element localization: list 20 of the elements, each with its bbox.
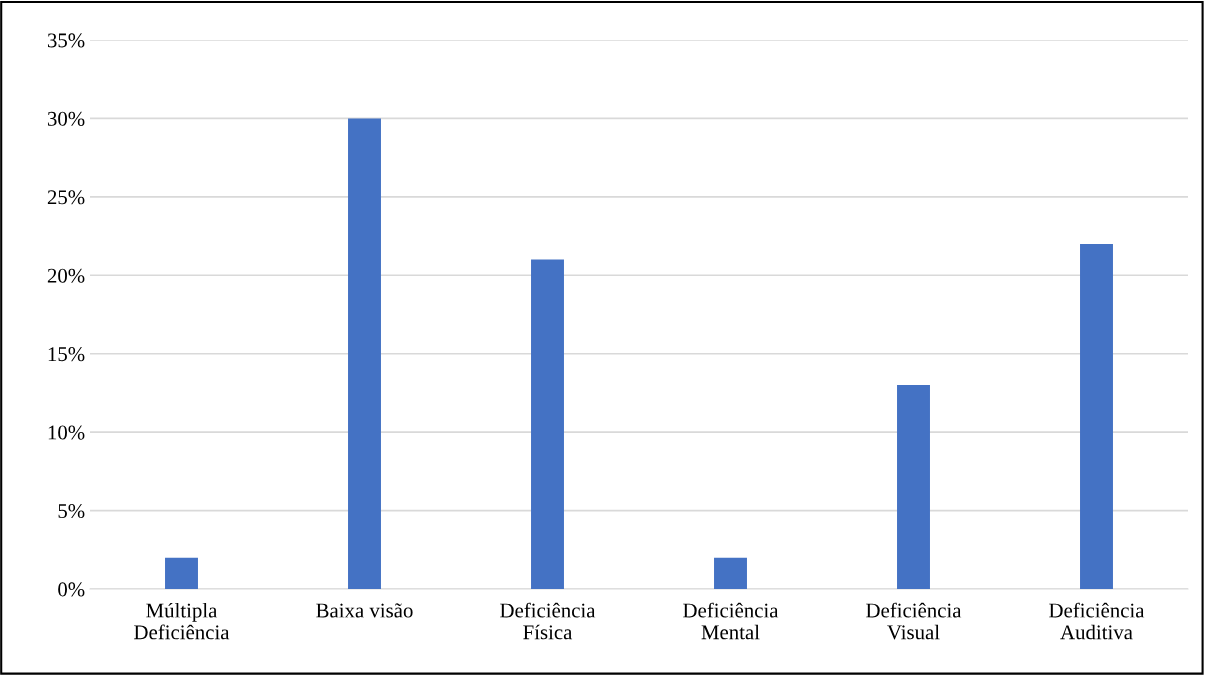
bar (531, 259, 564, 589)
x-tick-label: Deficiência Visual (866, 602, 962, 640)
bar (348, 118, 381, 589)
y-tick-label: 20% (47, 268, 85, 283)
bar (165, 557, 198, 589)
y-tick-label: 15% (48, 347, 85, 362)
y-tick-label: 0% (58, 582, 85, 597)
x-tick-label: Deficiência Auditiva (1049, 602, 1145, 640)
y-tick-label: 5% (58, 503, 85, 519)
y-tick-label: 10% (48, 425, 85, 440)
y-tick-label: 35% (47, 33, 85, 48)
x-tick-label: Deficiência Mental (683, 602, 779, 640)
y-tick-label: 30% (47, 111, 85, 126)
y-tick-label: 25% (47, 190, 85, 205)
x-tick-label: Deficiência Física (500, 602, 596, 640)
bar (1080, 243, 1113, 589)
bar (714, 557, 747, 589)
x-tick-label: Baixa visão (316, 603, 413, 618)
x-tick-label: Múltipla Deficiência (134, 602, 230, 640)
bar (897, 385, 930, 589)
